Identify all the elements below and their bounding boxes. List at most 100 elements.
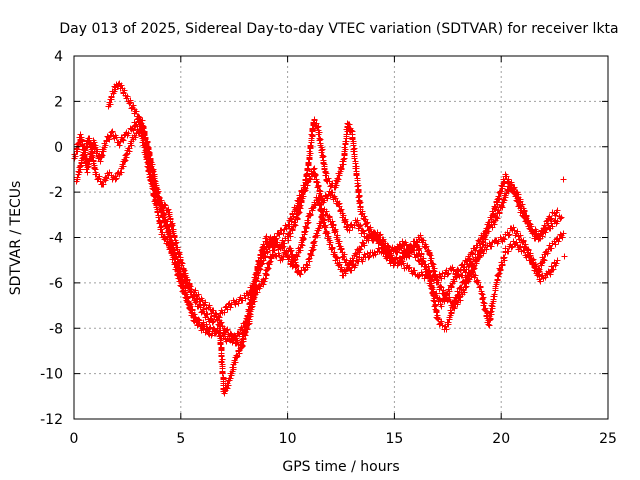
data-point (188, 286, 195, 293)
data-point (352, 250, 359, 257)
data-point (324, 195, 331, 202)
data-point (325, 175, 332, 182)
data-point (136, 114, 143, 121)
data-point (554, 218, 561, 225)
data-point (498, 188, 505, 195)
data-point (212, 310, 219, 317)
y-axis-label: SDTVAR / TECUs (8, 181, 24, 296)
data-point (461, 289, 468, 296)
data-point (382, 247, 389, 254)
data-point (266, 261, 273, 268)
data-point (175, 260, 182, 267)
data-point (329, 218, 336, 225)
data-point (126, 100, 133, 107)
data-point (311, 238, 318, 245)
data-point (192, 299, 199, 306)
data-point (167, 215, 174, 222)
data-point (473, 260, 480, 267)
data-point (398, 258, 405, 265)
data-point (135, 113, 142, 120)
data-point (533, 228, 540, 235)
data-point (120, 137, 127, 144)
data-point (456, 291, 463, 298)
data-point (140, 124, 147, 131)
data-point (491, 221, 498, 228)
data-point (246, 316, 253, 323)
data-point (317, 188, 324, 195)
chart-title: Day 013 of 2025, Sidereal Day-to-day VTE… (59, 21, 618, 37)
data-point (508, 181, 515, 188)
data-point (329, 189, 336, 196)
data-point (475, 254, 482, 261)
data-point (547, 271, 554, 278)
data-point (481, 300, 488, 307)
data-point (335, 176, 342, 183)
data-point (505, 248, 512, 255)
data-point (210, 318, 217, 325)
series-track-c (105, 80, 561, 397)
data-point (305, 160, 312, 167)
data-point (142, 134, 149, 141)
data-point (522, 241, 529, 248)
data-point (78, 160, 85, 167)
data-point (285, 237, 292, 244)
data-point (113, 175, 120, 182)
data-point (146, 152, 153, 159)
data-point (261, 243, 268, 250)
data-point (413, 251, 420, 258)
data-point (151, 175, 158, 182)
data-point (338, 206, 345, 213)
data-point (283, 248, 290, 255)
data-point (100, 181, 107, 188)
data-point (438, 303, 445, 310)
data-point (499, 261, 506, 268)
y-tick-label: -6 (49, 276, 63, 292)
data-point (446, 294, 453, 301)
data-point (326, 213, 333, 220)
data-point (363, 220, 370, 227)
data-point (292, 206, 299, 213)
data-point (516, 201, 523, 208)
data-point (268, 255, 275, 262)
data-point (501, 179, 508, 186)
data-point (477, 284, 484, 291)
data-point (449, 264, 456, 271)
data-point (123, 154, 130, 161)
data-point (539, 230, 546, 237)
y-tick-label: -10 (40, 367, 63, 383)
data-point (256, 259, 263, 266)
data-point (536, 266, 543, 273)
data-point (513, 191, 520, 198)
data-point (365, 254, 372, 261)
data-point (297, 194, 304, 201)
data-point (322, 169, 329, 176)
data-point (553, 260, 560, 267)
data-point (289, 227, 296, 234)
data-point (367, 224, 374, 231)
data-point (498, 203, 505, 210)
data-point (223, 327, 230, 334)
x-tick-label: 25 (599, 431, 617, 447)
data-point (557, 215, 564, 222)
data-point (271, 247, 278, 254)
data-point (232, 301, 239, 308)
data-point (430, 291, 437, 298)
data-point (292, 222, 299, 229)
data-point (394, 249, 401, 256)
data-points (71, 80, 568, 397)
data-point (108, 129, 115, 136)
data-point (329, 245, 336, 252)
data-point (368, 235, 375, 242)
data-point (207, 315, 214, 322)
data-point (453, 297, 460, 304)
data-point (183, 294, 190, 301)
data-point (501, 254, 508, 261)
data-point (528, 223, 535, 230)
data-point (438, 318, 445, 325)
data-point (559, 234, 566, 241)
data-point (330, 222, 337, 229)
data-point (380, 236, 387, 243)
data-point (510, 224, 517, 231)
data-point (280, 230, 287, 237)
data-point (457, 267, 464, 274)
